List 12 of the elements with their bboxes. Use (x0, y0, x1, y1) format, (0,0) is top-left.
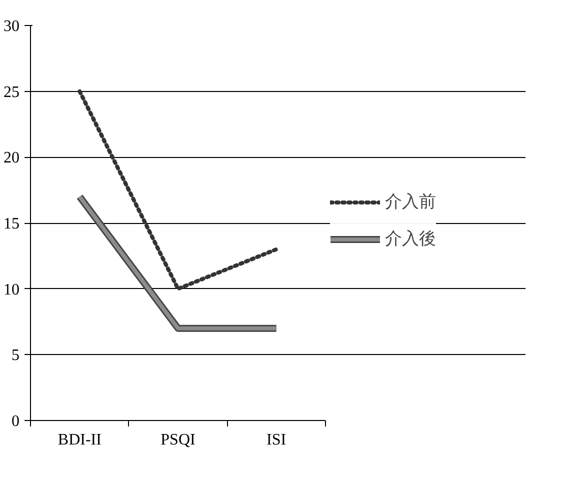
y-tick-label: 30 (4, 18, 20, 35)
x-tick-label: PSQI (160, 432, 196, 448)
legend-label: 介入後 (385, 228, 436, 250)
legend-label: 介入前 (385, 191, 436, 213)
x-tick-label: BDI-II (58, 432, 102, 448)
y-tick-label: 10 (4, 281, 20, 298)
y-tick-label: 0 (12, 413, 20, 430)
y-tick-label: 5 (12, 347, 20, 364)
y-tick-label: 25 (4, 84, 20, 101)
x-tick-label: ISI (266, 432, 286, 448)
y-tick-label: 15 (4, 216, 20, 232)
y-tick-label: 20 (4, 150, 20, 167)
